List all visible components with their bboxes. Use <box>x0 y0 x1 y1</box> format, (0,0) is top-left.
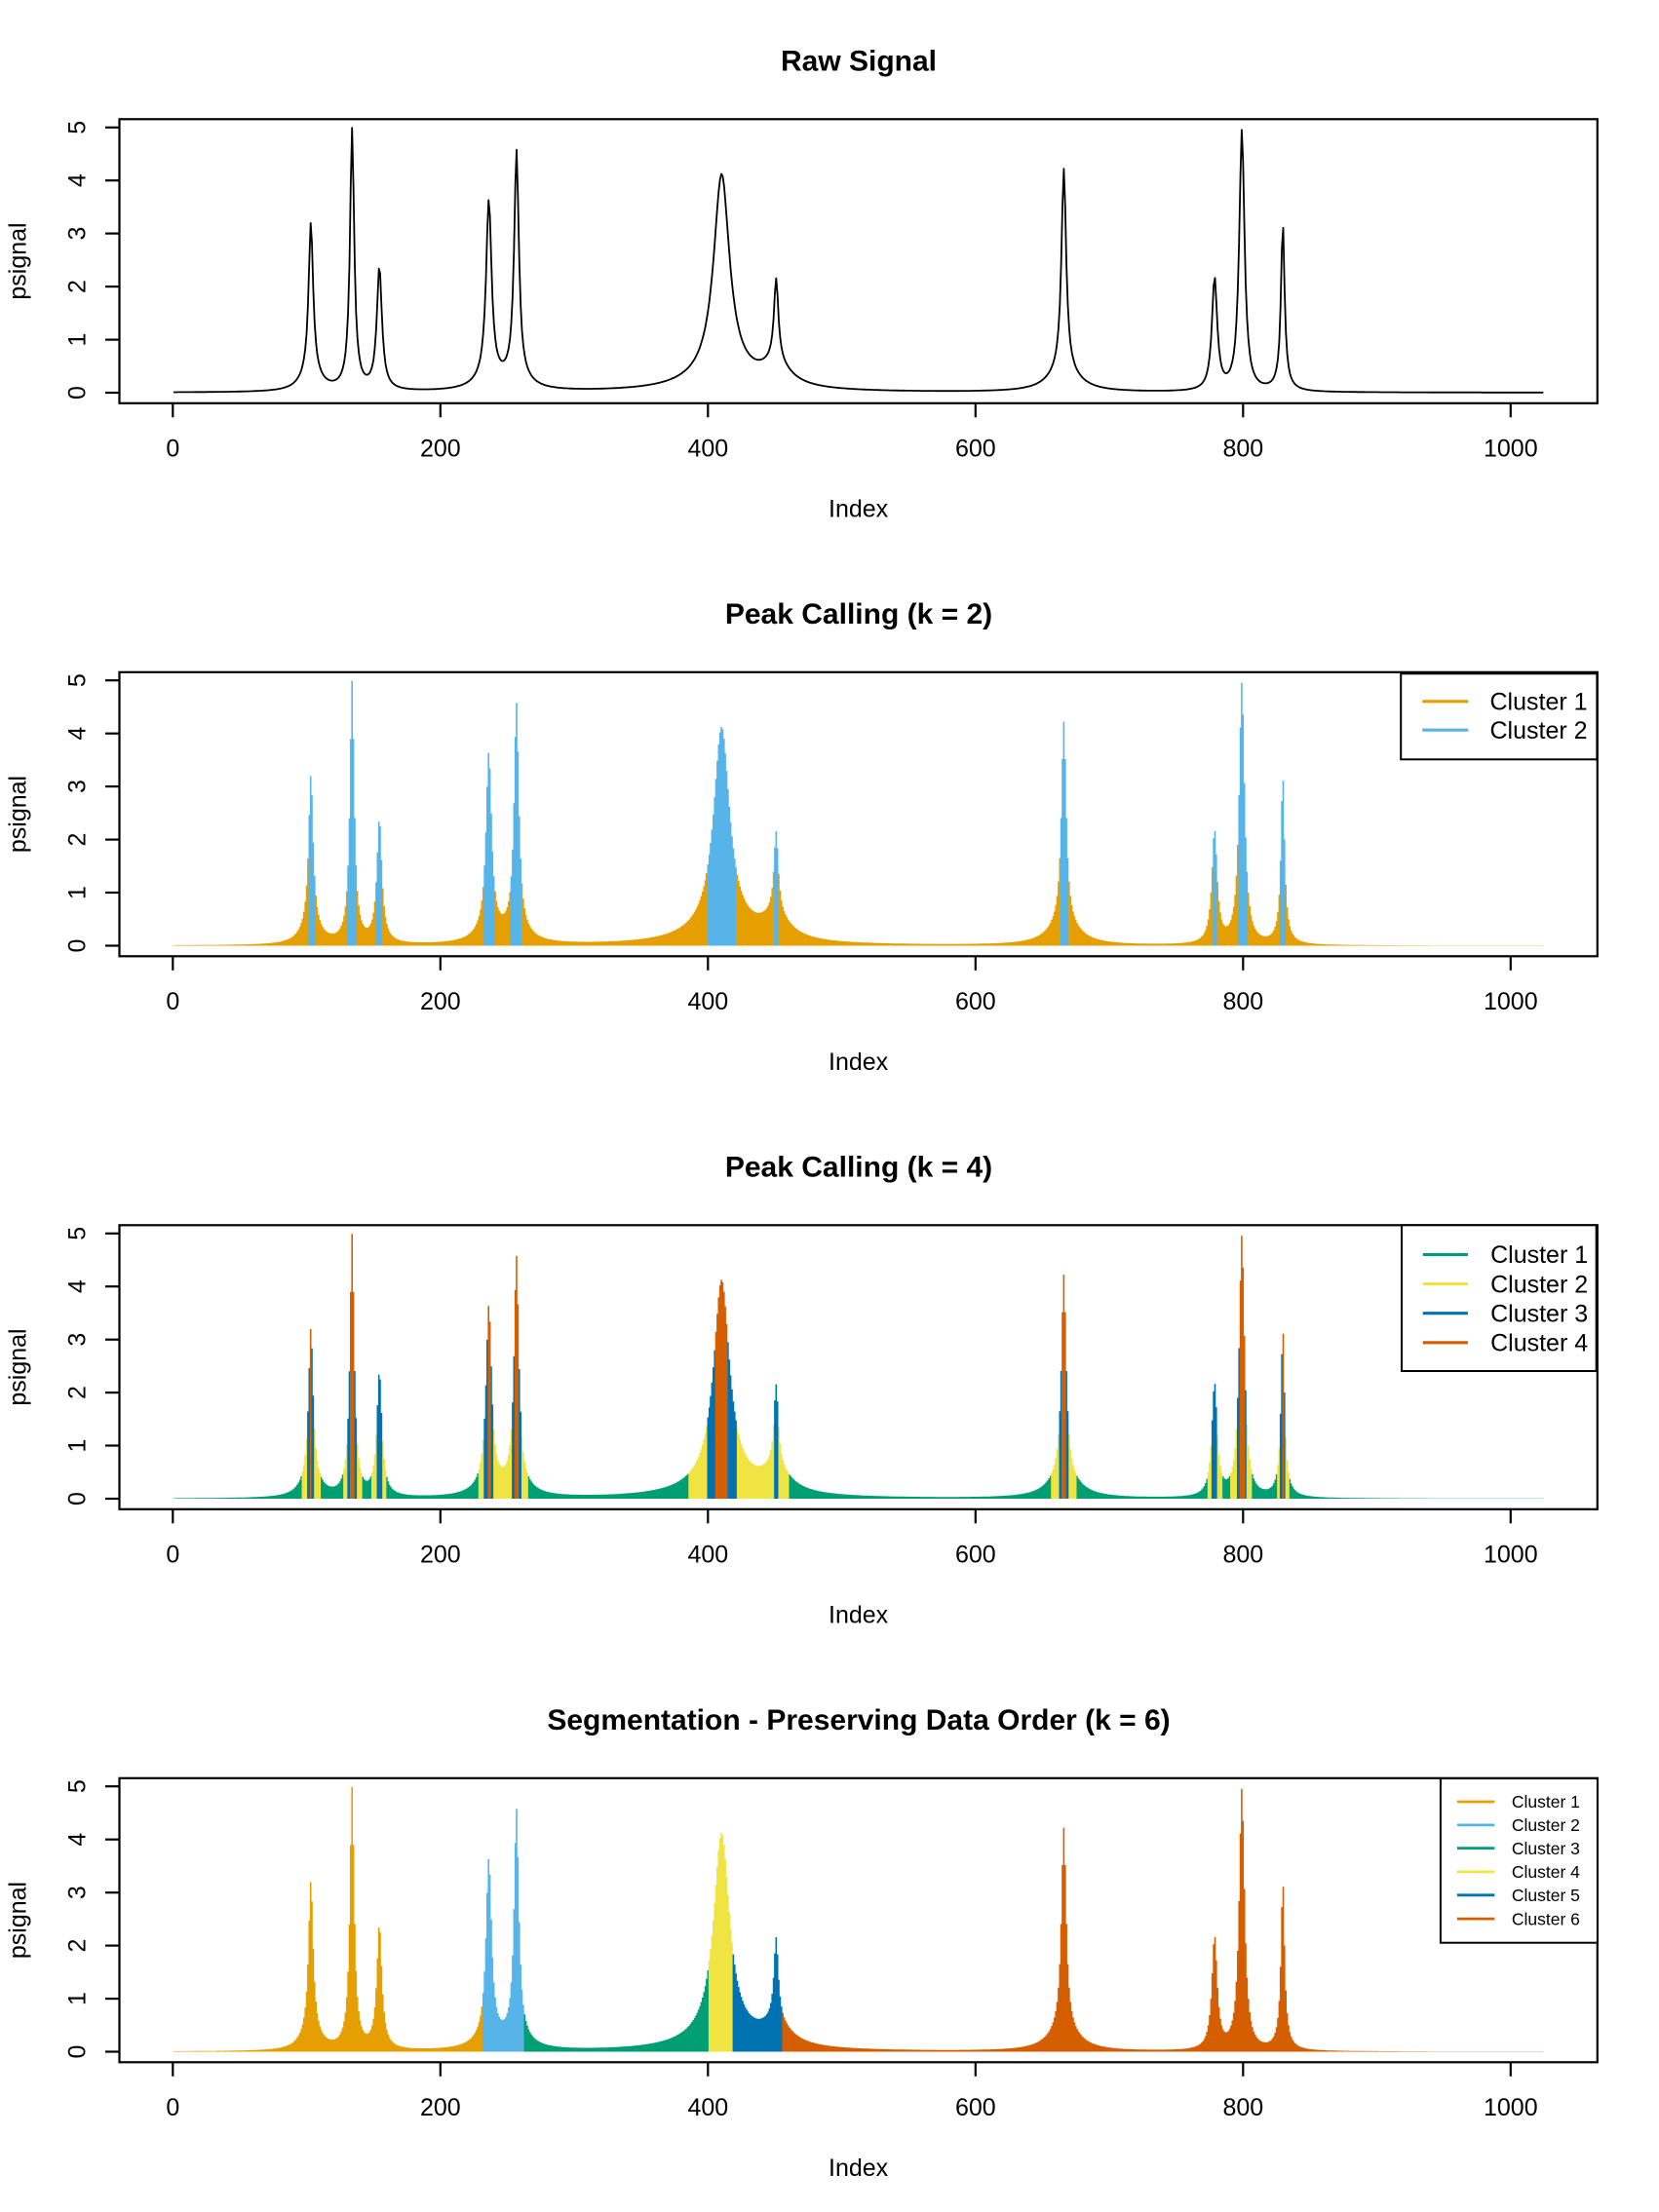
svg-text:Cluster 2: Cluster 2 <box>1512 1815 1580 1835</box>
svg-text:Cluster 1: Cluster 1 <box>1490 689 1588 716</box>
svg-text:0: 0 <box>166 435 179 462</box>
svg-text:800: 800 <box>1222 988 1263 1015</box>
svg-text:Cluster 2: Cluster 2 <box>1490 1271 1588 1298</box>
svg-text:400: 400 <box>687 2094 728 2121</box>
svg-text:2: 2 <box>64 1939 92 1953</box>
svg-text:2: 2 <box>64 280 92 293</box>
svg-text:Cluster 4: Cluster 4 <box>1512 1862 1580 1882</box>
svg-text:4: 4 <box>64 1279 92 1293</box>
svg-text:Raw Signal: Raw Signal <box>781 45 937 77</box>
svg-text:200: 200 <box>420 988 461 1015</box>
svg-text:800: 800 <box>1222 435 1263 462</box>
svg-text:Peak Calling (k = 4): Peak Calling (k = 4) <box>725 1151 992 1183</box>
svg-text:600: 600 <box>955 988 996 1015</box>
svg-text:4: 4 <box>64 727 92 741</box>
svg-text:3: 3 <box>64 1333 92 1347</box>
svg-text:psignal: psignal <box>5 1882 32 1959</box>
svg-text:200: 200 <box>420 435 461 462</box>
svg-text:800: 800 <box>1222 2094 1263 2121</box>
svg-text:1000: 1000 <box>1484 988 1538 1015</box>
svg-text:0: 0 <box>64 386 92 400</box>
svg-text:Index: Index <box>829 1601 889 1628</box>
svg-text:4: 4 <box>64 1833 92 1847</box>
svg-text:800: 800 <box>1222 1541 1263 1568</box>
svg-text:400: 400 <box>687 435 728 462</box>
svg-text:Index: Index <box>829 1049 889 1076</box>
svg-text:Cluster 3: Cluster 3 <box>1512 1839 1580 1858</box>
svg-text:psignal: psignal <box>5 1328 32 1405</box>
svg-text:0: 0 <box>166 2094 179 2121</box>
svg-text:Cluster 1: Cluster 1 <box>1490 1241 1588 1269</box>
svg-text:600: 600 <box>955 2094 996 2121</box>
svg-text:psignal: psignal <box>5 776 32 853</box>
svg-text:400: 400 <box>687 988 728 1015</box>
svg-text:2: 2 <box>64 833 92 847</box>
svg-text:0: 0 <box>166 1541 179 1568</box>
svg-text:Segmentation - Preserving Data: Segmentation - Preserving Data Order (k … <box>547 1704 1170 1736</box>
svg-text:1000: 1000 <box>1484 1541 1538 1568</box>
svg-text:200: 200 <box>420 2094 461 2121</box>
svg-text:5: 5 <box>64 673 92 687</box>
svg-text:Index: Index <box>829 2155 889 2182</box>
svg-text:1000: 1000 <box>1484 2094 1538 2121</box>
svg-text:5: 5 <box>64 121 92 134</box>
svg-text:4: 4 <box>64 173 92 187</box>
svg-text:600: 600 <box>955 1541 996 1568</box>
svg-text:Peak Calling (k = 2): Peak Calling (k = 2) <box>725 598 992 630</box>
svg-text:1: 1 <box>64 1992 92 2005</box>
svg-text:Cluster 3: Cluster 3 <box>1490 1301 1588 1328</box>
svg-text:Index: Index <box>829 495 889 522</box>
svg-text:1000: 1000 <box>1484 435 1538 462</box>
svg-text:Cluster 1: Cluster 1 <box>1512 1792 1580 1812</box>
svg-text:3: 3 <box>64 780 92 793</box>
svg-text:0: 0 <box>166 988 179 1015</box>
svg-text:1: 1 <box>64 1439 92 1453</box>
svg-text:2: 2 <box>64 1386 92 1399</box>
svg-text:Cluster 2: Cluster 2 <box>1490 717 1588 744</box>
svg-text:0: 0 <box>64 939 92 953</box>
svg-text:Cluster 5: Cluster 5 <box>1512 1886 1580 1905</box>
svg-text:psignal: psignal <box>5 222 32 299</box>
svg-text:3: 3 <box>64 1886 92 1899</box>
svg-text:0: 0 <box>64 1492 92 1506</box>
svg-text:Cluster 6: Cluster 6 <box>1512 1909 1580 1928</box>
svg-text:1: 1 <box>64 886 92 899</box>
svg-text:400: 400 <box>687 1541 728 1568</box>
svg-text:5: 5 <box>64 1227 92 1240</box>
svg-text:0: 0 <box>64 2045 92 2059</box>
svg-text:3: 3 <box>64 227 92 241</box>
svg-text:Cluster 4: Cluster 4 <box>1490 1330 1588 1357</box>
svg-text:5: 5 <box>64 1779 92 1793</box>
svg-text:600: 600 <box>955 435 996 462</box>
svg-text:1: 1 <box>64 333 92 347</box>
svg-text:200: 200 <box>420 1541 461 1568</box>
